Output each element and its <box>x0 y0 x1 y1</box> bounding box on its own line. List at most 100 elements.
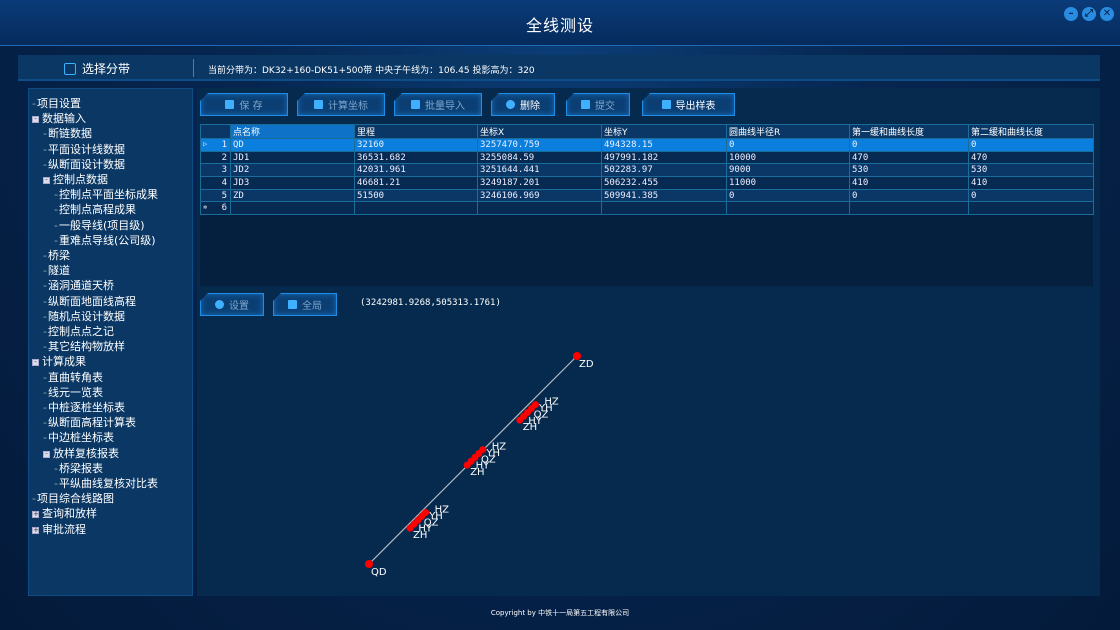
tree-item[interactable]: - 计算成果 <box>32 354 86 369</box>
expander-icon[interactable]: - <box>32 116 39 124</box>
cell[interactable] <box>477 201 602 216</box>
cell[interactable]: 3246106.969 <box>477 188 602 203</box>
full-extent-button[interactable]: 全局 <box>273 293 337 316</box>
col-header[interactable]: 坐标Y <box>601 124 727 139</box>
cell[interactable] <box>726 201 850 216</box>
tree-item[interactable]: -隧道 <box>43 263 70 278</box>
cell[interactable]: 502283.97 <box>601 163 727 178</box>
tree-item[interactable]: + 查询和放样 <box>32 506 97 521</box>
cell[interactable]: 11000 <box>726 176 850 190</box>
cell[interactable]: 530 <box>849 163 969 178</box>
minimize-icon[interactable]: – <box>1064 7 1078 21</box>
col-header[interactable]: 第一缓和曲线长度 <box>849 124 969 139</box>
tree-item[interactable]: -中边桩坐标表 <box>43 430 114 445</box>
cell[interactable]: 51500 <box>354 188 478 203</box>
cell[interactable]: 46681.21 <box>354 176 478 190</box>
tree-item[interactable]: -控制点高程成果 <box>54 202 136 217</box>
col-header[interactable]: 里程 <box>354 124 478 139</box>
col-header[interactable]: 第二缓和曲线长度 <box>968 124 1094 139</box>
cell[interactable]: 9000 <box>726 163 850 178</box>
settings-button[interactable]: 设置 <box>200 293 264 316</box>
cell[interactable]: 0 <box>726 188 850 203</box>
select-zone-button[interactable]: 选择分带 <box>64 60 130 77</box>
cell[interactable]: 0 <box>968 188 1094 203</box>
cell[interactable]: QD <box>230 138 355 152</box>
row-header[interactable]: 4 <box>200 176 231 190</box>
save-button[interactable]: 保 存 <box>200 93 288 116</box>
tree-item[interactable]: -其它结构物放样 <box>43 339 125 354</box>
maximize-icon[interactable]: ⤢ <box>1082 7 1096 21</box>
export-template-button[interactable]: 导出样表 <box>642 93 735 116</box>
table-row[interactable]: 3 JD2 42031.961 3251644.441 502283.97 9000 530… <box>200 163 1094 178</box>
cell[interactable]: 3255084.59 <box>477 150 602 165</box>
table-row[interactable]: 2 JD1 36531.682 3255084.59 497991.182 10000 47… <box>200 150 1094 165</box>
tree-item[interactable]: -线元一览表 <box>43 385 103 400</box>
delete-button[interactable]: 删除 <box>491 93 555 116</box>
col-header[interactable]: 圆曲线半径R <box>726 124 850 139</box>
tree-item[interactable]: - 放样复核报表 <box>43 446 119 461</box>
cell[interactable]: 530 <box>968 163 1094 178</box>
tree-item[interactable]: -一般导线(项目级) <box>54 218 145 233</box>
cell[interactable]: 3251644.441 <box>477 163 602 178</box>
tree-item[interactable]: -中桩逐桩坐标表 <box>43 400 125 415</box>
cell[interactable]: 3249187.201 <box>477 176 602 190</box>
expander-icon[interactable]: + <box>32 525 39 534</box>
cell[interactable]: 497991.182 <box>601 150 727 165</box>
close-icon[interactable]: ✕ <box>1100 7 1114 21</box>
cell[interactable]: 0 <box>849 138 969 152</box>
cell[interactable] <box>354 201 478 216</box>
tree-item[interactable]: -桥梁报表 <box>54 461 103 476</box>
tree-item[interactable]: -重难点导线(公司级) <box>54 233 156 248</box>
expander-icon[interactable]: - <box>32 359 39 367</box>
cell[interactable]: 0 <box>726 138 850 152</box>
table-row[interactable]: 5 ZD 51500 3246106.969 509941.385 0 0 0 <box>200 188 1094 203</box>
tree-item[interactable]: -断链数据 <box>43 126 92 141</box>
cell[interactable]: 0 <box>849 188 969 203</box>
expander-icon[interactable]: - <box>43 450 50 458</box>
tree-item[interactable]: -涵洞通道天桥 <box>43 278 114 293</box>
tree-item[interactable]: -控制点点之记 <box>43 324 114 339</box>
tree-item[interactable]: -纵断面地面线高程 <box>43 294 136 309</box>
cell[interactable]: 32160 <box>354 138 478 152</box>
col-header[interactable]: 坐标X <box>477 124 602 139</box>
calc-coords-button[interactable]: 计算坐标 <box>297 93 385 116</box>
cell[interactable]: 42031.961 <box>354 163 478 178</box>
cell[interactable]: 470 <box>968 150 1094 165</box>
cell[interactable] <box>849 201 969 216</box>
cell[interactable]: 3257470.759 <box>477 138 602 152</box>
tree-item[interactable]: -项目综合线路图 <box>32 491 114 506</box>
cell[interactable] <box>968 201 1094 216</box>
cell[interactable]: ZD <box>230 188 355 203</box>
tree-item[interactable]: -随机点设计数据 <box>43 309 125 324</box>
expander-icon[interactable]: + <box>32 510 39 519</box>
submit-button[interactable]: 提交 <box>566 93 630 116</box>
tree-item[interactable]: -纵断面设计数据 <box>43 157 125 172</box>
row-header[interactable]: ▷ 1 <box>200 138 231 152</box>
batch-import-button[interactable]: 批量导入 <box>394 93 482 116</box>
cell[interactable]: 509941.385 <box>601 188 727 203</box>
cell[interactable]: JD3 <box>230 176 355 190</box>
cell[interactable]: 494328.15 <box>601 138 727 152</box>
tree-item[interactable]: -纵断面高程计算表 <box>43 415 136 430</box>
table-row[interactable]: ▷ 1 QD 32160 3257470.759 494328.15 0 0 0 <box>200 138 1094 152</box>
tree-item[interactable]: -项目设置 <box>32 96 81 111</box>
row-header[interactable]: 2 <box>200 150 231 165</box>
table-row[interactable]: ✲ 6 <box>200 201 1094 216</box>
cell[interactable]: JD1 <box>230 150 355 165</box>
cell[interactable]: 470 <box>849 150 969 165</box>
tree-item[interactable]: + 审批流程 <box>32 522 86 537</box>
tree-item[interactable]: - 控制点数据 <box>43 172 108 187</box>
col-header[interactable]: 点名称 <box>230 124 355 139</box>
cell[interactable]: 506232.455 <box>601 176 727 190</box>
tree-item[interactable]: - 数据输入 <box>32 111 86 126</box>
cell[interactable]: JD2 <box>230 163 355 178</box>
table-row[interactable]: 4 JD3 46681.21 3249187.201 506232.455 11000 41… <box>200 176 1094 190</box>
tree-item[interactable]: -控制点平面坐标成果 <box>54 187 158 202</box>
expander-icon[interactable]: - <box>43 177 50 184</box>
tree-item[interactable]: -平纵曲线复核对比表 <box>54 476 158 491</box>
row-header[interactable]: 3 <box>200 163 231 178</box>
cell[interactable]: 410 <box>849 176 969 190</box>
cell[interactable]: 0 <box>968 138 1094 152</box>
cell[interactable] <box>601 201 727 216</box>
